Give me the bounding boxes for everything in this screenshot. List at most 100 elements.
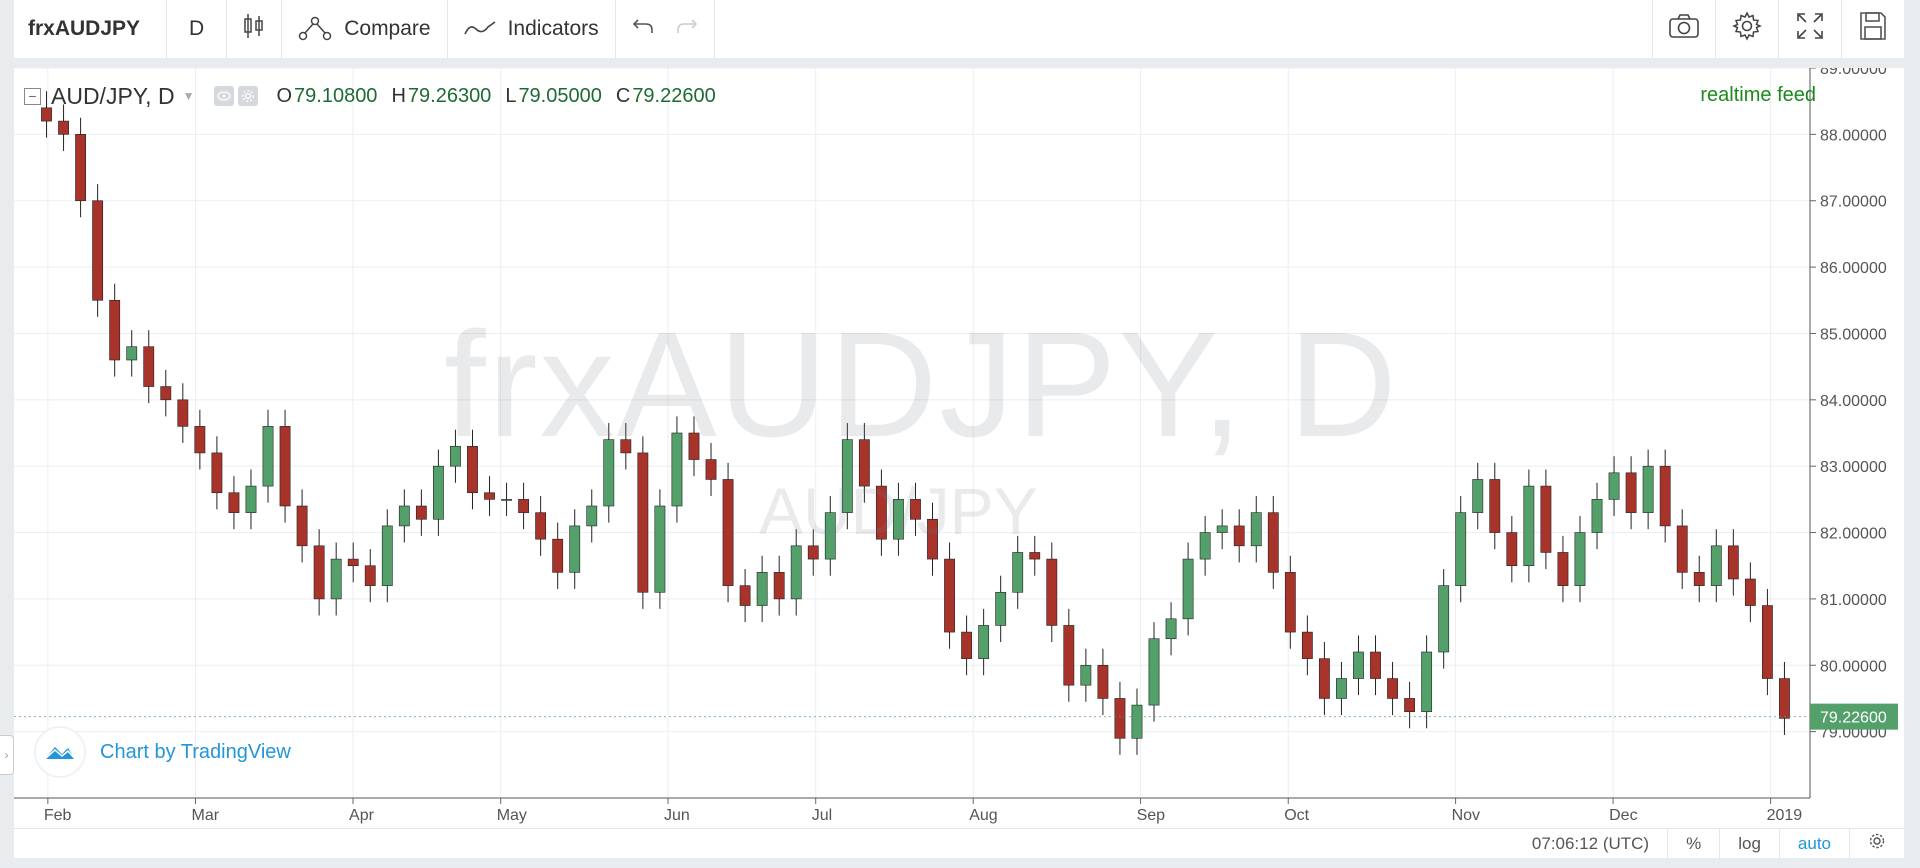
candle-body [518, 499, 530, 513]
candle-body [1250, 512, 1262, 547]
price-axis-label: 89.00000 [1820, 68, 1887, 78]
redo-icon[interactable] [676, 17, 698, 41]
indicators-button[interactable]: Indicators [448, 0, 616, 58]
gear-icon [1868, 832, 1886, 855]
save-button[interactable] [1841, 0, 1904, 58]
candle-body [824, 512, 836, 560]
ohlc-close-value: 79.22600 [632, 84, 716, 107]
candle-body [194, 426, 206, 454]
candle-body [756, 572, 768, 606]
gear-icon[interactable] [238, 86, 259, 106]
candle-body [398, 505, 410, 527]
candle-body [773, 572, 785, 600]
price-axis-label: 87.00000 [1820, 194, 1887, 211]
candle-body [1267, 512, 1279, 573]
candle-body [1421, 651, 1433, 713]
candle-body [910, 499, 921, 520]
candle-body [1779, 678, 1790, 719]
chart-type-button[interactable] [227, 0, 283, 58]
candle-body [1301, 631, 1313, 659]
candle-body [1131, 704, 1143, 739]
candle-body [1216, 525, 1228, 533]
eye-icon[interactable] [214, 86, 235, 106]
interval-button[interactable]: D [167, 0, 228, 58]
candle-body [1540, 485, 1552, 553]
price-axis-label: 88.00000 [1820, 127, 1887, 144]
candle-body [1659, 465, 1671, 527]
candle-body [1574, 532, 1586, 586]
realtime-feed-label: realtime feed [1700, 84, 1816, 106]
candle-body [1284, 572, 1296, 633]
save-icon [1859, 11, 1887, 47]
side-panel-toggle[interactable]: › [0, 735, 14, 775]
tradingview-logo-icon [34, 726, 86, 778]
candle-body [927, 518, 938, 560]
compare-button[interactable]: Compare [282, 0, 448, 58]
chart-area[interactable]: 89.00000 88.00000 87.00000 86.00000 85.00000… [14, 68, 1904, 828]
ohlc-open: O 79.10800 [276, 85, 377, 108]
candle-body [1370, 651, 1381, 679]
settings-button[interactable] [1715, 0, 1778, 58]
log-scale-toggle[interactable]: log [1719, 828, 1779, 859]
auto-scale-toggle[interactable]: auto [1778, 828, 1849, 859]
tradingview-credit[interactable]: Chart by TradingView [34, 726, 291, 778]
legend-title[interactable]: AUD/JPY, D [51, 82, 175, 109]
candle-body [637, 452, 649, 593]
candle-body [41, 107, 52, 122]
last-price-label: 79.22600 [1820, 710, 1887, 727]
candle-body [450, 445, 461, 467]
symbol-watermark: frxAUDJPY, D [444, 300, 1399, 468]
candle-body [1182, 558, 1194, 620]
candle-body [1608, 472, 1620, 500]
ohlc-open-label: O [276, 84, 293, 107]
credit-text[interactable]: Chart by TradingView [100, 740, 291, 763]
ohlc-high-label: H [391, 84, 406, 107]
chart-canvas[interactable]: 89.00000 88.00000 87.00000 86.00000 85.00000… [14, 68, 1904, 828]
candle-body [944, 558, 955, 633]
chevron-down-icon[interactable]: ▼ [182, 89, 195, 103]
chart-settings-button[interactable] [1849, 828, 1904, 859]
top-toolbar: frxAUDJPY D Compare Indicators [14, 0, 1904, 58]
candle-body [1676, 525, 1688, 573]
fullscreen-icon [1796, 12, 1824, 46]
candle-body [739, 585, 751, 606]
percent-scale-toggle[interactable]: % [1667, 828, 1719, 859]
clock-display[interactable]: 07:06:12 (UTC) [1531, 833, 1650, 853]
candle-body [688, 432, 700, 460]
candle-body [1404, 698, 1416, 713]
candle-body [381, 525, 393, 586]
time-axis-label: Dec [1609, 807, 1637, 824]
time-axis-label: 2019 [1767, 807, 1803, 824]
candle-body [262, 426, 274, 487]
time-axis-label: Jun [664, 807, 690, 824]
candle-body [1557, 552, 1569, 586]
candle-body [1046, 558, 1058, 626]
candle-body [58, 120, 69, 135]
legend-collapse-button[interactable]: − [24, 87, 41, 105]
candle-body [364, 565, 376, 586]
candle-body [279, 426, 291, 507]
ohlc-close-label: C [615, 84, 631, 107]
candle-body [1710, 545, 1722, 586]
candle-body [228, 492, 240, 513]
candle-body [722, 479, 734, 586]
candle-body [1727, 545, 1739, 580]
undo-icon[interactable] [632, 17, 654, 41]
candle-body [1148, 638, 1160, 706]
price-axis-label: 81.00000 [1820, 592, 1887, 609]
price-axis-label: 85.00000 [1820, 326, 1887, 343]
candle-body [211, 452, 223, 494]
snapshot-button[interactable] [1652, 0, 1715, 58]
candle-body [126, 346, 138, 361]
price-axis-label: 80.00000 [1820, 658, 1887, 675]
ohlc-open-value: 79.10800 [294, 84, 378, 107]
candle-body [1761, 605, 1773, 679]
candle-body [484, 492, 495, 500]
fullscreen-button[interactable] [1778, 0, 1841, 58]
symbol-search-button[interactable]: frxAUDJPY [14, 0, 168, 58]
time-axis-label: Mar [192, 807, 220, 824]
time-axis-label: Nov [1452, 807, 1480, 824]
candle-body [1080, 664, 1092, 686]
time-axis-label: Oct [1284, 807, 1309, 824]
candle-body [1063, 625, 1075, 686]
